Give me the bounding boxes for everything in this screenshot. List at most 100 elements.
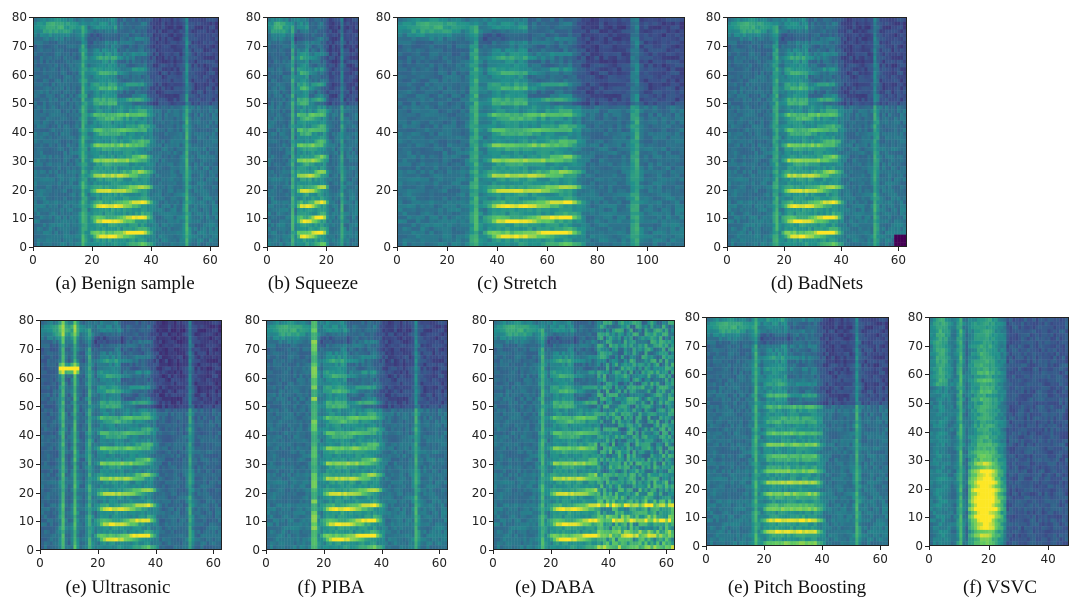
y-tick-label: 10 bbox=[697, 212, 721, 224]
y-tick-mark bbox=[262, 492, 266, 494]
x-tick-label: 20 bbox=[536, 557, 566, 569]
y-tick-mark bbox=[925, 517, 929, 519]
y-tick-mark bbox=[925, 317, 929, 318]
y-tick-mark bbox=[29, 189, 33, 191]
y-tick-mark bbox=[262, 377, 266, 379]
y-tick-label: 70 bbox=[676, 340, 700, 352]
x-tick-mark bbox=[666, 550, 668, 554]
spectrogram-image bbox=[929, 317, 1069, 546]
x-tick-mark bbox=[784, 247, 786, 251]
x-tick-mark bbox=[1048, 546, 1050, 550]
y-tick-mark bbox=[489, 492, 493, 494]
y-tick-label: 40 bbox=[237, 126, 261, 138]
y-tick-label: 40 bbox=[463, 429, 487, 441]
y-tick-mark bbox=[925, 345, 929, 347]
spectrogram-image bbox=[266, 320, 448, 550]
y-tick-label: 40 bbox=[3, 126, 27, 138]
y-tick-label: 40 bbox=[236, 429, 260, 441]
x-tick-mark bbox=[267, 247, 268, 251]
y-tick-label: 70 bbox=[899, 340, 923, 352]
y-tick-label: 0 bbox=[236, 544, 260, 556]
y-tick-label: 60 bbox=[676, 368, 700, 380]
y-tick-mark bbox=[489, 406, 493, 408]
y-tick-mark bbox=[702, 517, 706, 519]
x-tick-mark bbox=[706, 546, 707, 550]
x-tick-mark bbox=[547, 247, 549, 251]
y-tick-mark bbox=[36, 320, 40, 321]
x-tick-label: 0 bbox=[691, 553, 721, 565]
y-tick-label: 50 bbox=[899, 397, 923, 409]
y-tick-mark bbox=[925, 460, 929, 462]
y-tick-label: 30 bbox=[676, 454, 700, 466]
y-tick-label: 50 bbox=[3, 97, 27, 109]
y-tick-label: 0 bbox=[697, 241, 721, 253]
y-tick-label: 80 bbox=[367, 11, 391, 23]
y-tick-mark bbox=[262, 320, 266, 321]
x-tick-label: 0 bbox=[914, 553, 944, 565]
x-tick-mark bbox=[155, 550, 157, 554]
y-tick-mark bbox=[262, 550, 266, 551]
spectrogram-image bbox=[493, 320, 675, 550]
spectrogram-image bbox=[33, 17, 219, 247]
x-tick-label: 40 bbox=[826, 254, 856, 266]
y-tick-label: 70 bbox=[237, 40, 261, 52]
y-tick-label: 0 bbox=[463, 544, 487, 556]
y-tick-label: 80 bbox=[463, 314, 487, 326]
x-tick-mark bbox=[493, 550, 494, 554]
y-tick-mark bbox=[702, 488, 706, 490]
spectrogram-heatmap bbox=[494, 321, 674, 549]
y-tick-mark bbox=[29, 160, 33, 162]
y-tick-mark bbox=[489, 435, 493, 436]
y-tick-mark bbox=[36, 435, 40, 436]
x-tick-label: 0 bbox=[478, 557, 508, 569]
y-tick-label: 60 bbox=[697, 69, 721, 81]
y-tick-mark bbox=[263, 247, 267, 248]
subfigure-caption: (d) BadNets bbox=[717, 273, 917, 295]
y-tick-mark bbox=[262, 406, 266, 408]
y-tick-label: 60 bbox=[463, 372, 487, 384]
y-tick-mark bbox=[263, 160, 267, 162]
y-tick-mark bbox=[263, 74, 267, 76]
spectrogram-heatmap bbox=[267, 321, 447, 549]
y-tick-mark bbox=[36, 463, 40, 465]
y-tick-label: 40 bbox=[367, 126, 391, 138]
x-tick-label: 20 bbox=[83, 557, 113, 569]
x-tick-label: 0 bbox=[251, 557, 281, 569]
y-tick-mark bbox=[723, 103, 727, 105]
x-tick-label: 60 bbox=[883, 254, 913, 266]
y-tick-mark bbox=[263, 45, 267, 47]
spectrogram-image bbox=[706, 317, 889, 546]
x-tick-mark bbox=[210, 247, 212, 251]
y-tick-label: 80 bbox=[3, 11, 27, 23]
y-tick-label: 0 bbox=[367, 241, 391, 253]
y-tick-label: 20 bbox=[676, 483, 700, 495]
y-tick-mark bbox=[393, 189, 397, 191]
y-tick-mark bbox=[723, 45, 727, 47]
x-tick-mark bbox=[822, 546, 824, 550]
y-tick-label: 80 bbox=[236, 314, 260, 326]
spectrogram-image bbox=[727, 17, 907, 247]
y-tick-label: 30 bbox=[697, 155, 721, 167]
x-tick-label: 20 bbox=[77, 254, 107, 266]
y-tick-label: 30 bbox=[899, 454, 923, 466]
y-tick-mark bbox=[702, 374, 706, 376]
y-tick-mark bbox=[36, 348, 40, 350]
y-tick-label: 10 bbox=[3, 212, 27, 224]
y-tick-label: 0 bbox=[10, 544, 34, 556]
x-tick-label: 100 bbox=[632, 254, 662, 266]
y-tick-label: 30 bbox=[236, 458, 260, 470]
y-tick-mark bbox=[925, 374, 929, 376]
y-tick-mark bbox=[723, 247, 727, 248]
spectrogram-heatmap bbox=[41, 321, 221, 549]
y-tick-label: 80 bbox=[697, 11, 721, 23]
y-tick-mark bbox=[393, 74, 397, 76]
x-tick-label: 40 bbox=[367, 557, 397, 569]
x-tick-label: 40 bbox=[141, 557, 171, 569]
x-tick-label: 0 bbox=[252, 254, 282, 266]
y-tick-mark bbox=[29, 132, 33, 133]
x-tick-mark bbox=[497, 247, 499, 251]
x-tick-label: 80 bbox=[582, 254, 612, 266]
y-tick-mark bbox=[702, 546, 706, 547]
y-tick-mark bbox=[29, 45, 33, 47]
x-tick-label: 40 bbox=[136, 254, 166, 266]
